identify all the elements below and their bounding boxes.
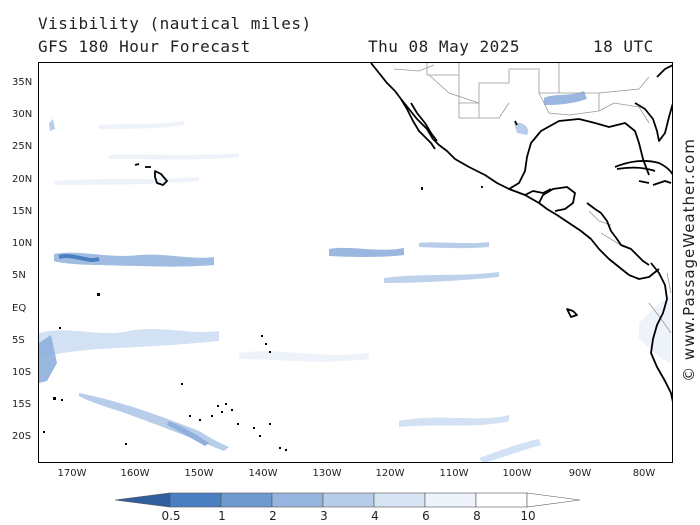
visibility-map [39,63,672,462]
lat-label: 20N [12,174,33,185]
colorbar-label: 2 [269,509,277,523]
lat-label: 10S [12,367,32,378]
forecast-date: Thu 08 May 2025 [368,37,520,56]
forecast-time: 18 UTC [593,37,654,56]
lon-label: 170W [57,468,87,479]
lat-label: 15S [12,399,32,410]
lat-label: EQ [12,303,27,314]
country-borders [393,63,672,334]
lat-label: 5S [12,335,25,346]
colorbar-cell [271,492,324,508]
lat-label: 30N [12,109,33,120]
lon-label: 80W [632,468,656,479]
colorbar-label: 4 [371,509,379,523]
colorbar-cell [424,492,477,508]
colorbar-low-arrow [115,492,171,508]
lon-label: 90W [568,468,592,479]
lat-label: 5N [12,270,26,281]
lat-label: 10N [12,238,33,249]
lat-label: 25N [12,141,33,152]
colorbar-label: 6 [422,509,430,523]
lon-label: 160W [120,468,150,479]
colorbar-label: 3 [320,509,328,523]
lat-label: 35N [12,77,33,88]
colorbar-cell [475,492,528,508]
lon-label: 110W [439,468,469,479]
island-dots [43,187,423,451]
colorbar-cells [169,492,528,508]
colorbar-label: 10 [520,509,536,523]
lat-label: 20S [12,431,32,442]
forecast-label: GFS 180 Hour Forecast [38,37,251,56]
lon-label: 120W [375,468,405,479]
visibility-colorbar [115,492,581,508]
map-panel [38,62,673,463]
colorbar-cell [169,492,222,508]
colorbar-cell [220,492,273,508]
colorbar-label: 8 [473,509,481,523]
coastlines [134,63,672,402]
lon-label: 140W [248,468,278,479]
colorbar-label: 0.5 [161,509,181,523]
lon-label: 100W [502,468,532,479]
colorbar-label: 1 [218,509,226,523]
colorbar-cell [373,492,426,508]
map-title: Visibility (nautical miles) [38,14,312,33]
copyright-credit: © www.PassageWeather.com [680,138,698,382]
colorbar-cell [322,492,375,508]
colorbar-high-arrow [526,492,581,508]
lat-label: 15N [12,206,33,217]
lon-label: 130W [312,468,342,479]
visibility-shading [39,91,671,462]
lon-label: 150W [184,468,214,479]
